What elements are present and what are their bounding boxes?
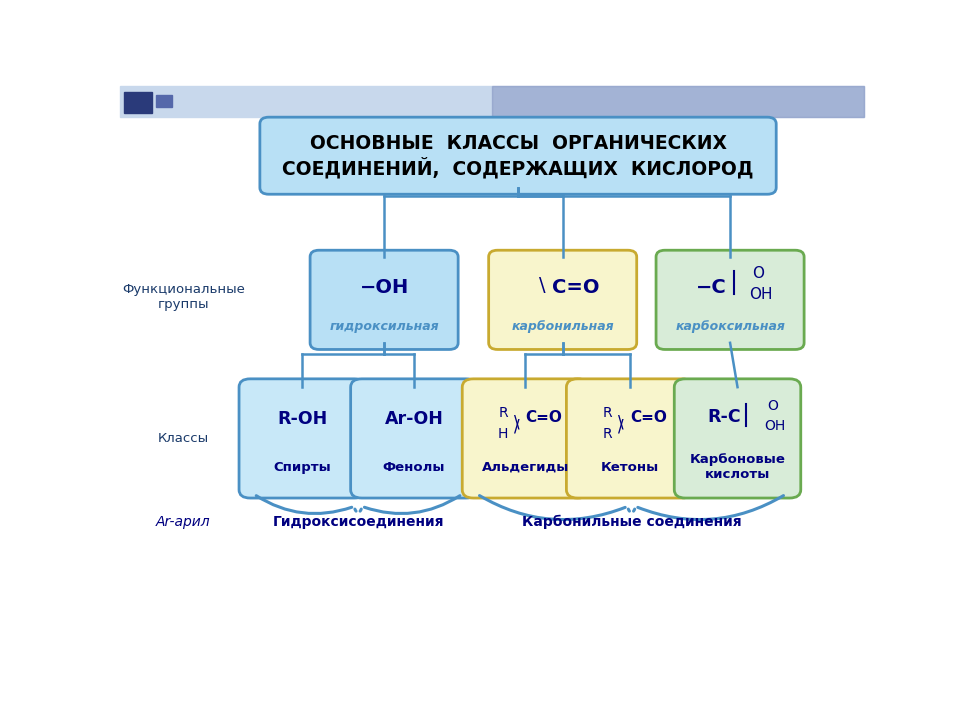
- Text: Карбонильные соединения: Карбонильные соединения: [521, 515, 741, 529]
- Text: Спирты: Спирты: [274, 461, 331, 474]
- Text: −OH: −OH: [359, 278, 409, 297]
- Text: \: \: [618, 414, 624, 432]
- Text: Карбоновые
кислоты: Карбоновые кислоты: [689, 454, 785, 481]
- FancyBboxPatch shape: [463, 379, 588, 498]
- Text: −C: −C: [696, 278, 727, 297]
- Text: Гидроксисоединения: Гидроксисоединения: [273, 515, 444, 529]
- Text: C=O: C=O: [552, 278, 600, 297]
- Text: \: \: [539, 276, 545, 295]
- Text: Ar-OH: Ar-OH: [384, 410, 444, 428]
- Text: C=O: C=O: [630, 410, 666, 425]
- FancyBboxPatch shape: [674, 379, 801, 498]
- FancyBboxPatch shape: [239, 379, 366, 498]
- FancyBboxPatch shape: [260, 117, 777, 194]
- Text: OH: OH: [764, 419, 785, 433]
- FancyBboxPatch shape: [656, 251, 804, 349]
- Text: СОЕДИНЕНИЙ,  СОДЕРЖАЩИХ  КИСЛОРОД: СОЕДИНЕНИЙ, СОДЕРЖАЩИХ КИСЛОРОД: [282, 157, 754, 179]
- Text: C=O: C=O: [526, 410, 563, 425]
- Text: /: /: [514, 418, 519, 436]
- Text: R-OH: R-OH: [277, 410, 327, 428]
- FancyBboxPatch shape: [489, 251, 636, 349]
- Text: Альдегиды: Альдегиды: [482, 461, 569, 474]
- Text: Фенолы: Фенолы: [383, 461, 445, 474]
- Text: Кетоны: Кетоны: [601, 461, 659, 474]
- Text: /: /: [618, 418, 624, 436]
- FancyBboxPatch shape: [566, 379, 693, 498]
- Bar: [156, 95, 172, 107]
- Text: O: O: [753, 266, 764, 281]
- Text: OH: OH: [750, 287, 773, 302]
- Bar: [124, 92, 152, 113]
- Text: Функциональные
группы: Функциональные группы: [122, 283, 245, 311]
- Bar: [492, 86, 864, 117]
- Text: карбоксильная: карбоксильная: [675, 320, 785, 333]
- Text: гидроксильная: гидроксильная: [329, 320, 439, 333]
- Text: Классы: Классы: [157, 432, 209, 445]
- Text: ОСНОВНЫЕ  КЛАССЫ  ОРГАНИЧЕСКИХ: ОСНОВНЫЕ КЛАССЫ ОРГАНИЧЕСКИХ: [309, 134, 727, 153]
- Text: R: R: [498, 407, 508, 420]
- Text: карбонильная: карбонильная: [512, 320, 614, 333]
- Text: O: O: [767, 400, 778, 413]
- Bar: [120, 86, 864, 117]
- Text: R: R: [603, 407, 612, 420]
- FancyBboxPatch shape: [310, 251, 458, 349]
- Text: Ar-арил: Ar-арил: [156, 515, 210, 529]
- Text: \: \: [514, 414, 519, 432]
- Text: R-C: R-C: [708, 408, 741, 426]
- Text: H: H: [498, 427, 509, 441]
- Text: R: R: [603, 427, 612, 441]
- FancyBboxPatch shape: [350, 379, 477, 498]
